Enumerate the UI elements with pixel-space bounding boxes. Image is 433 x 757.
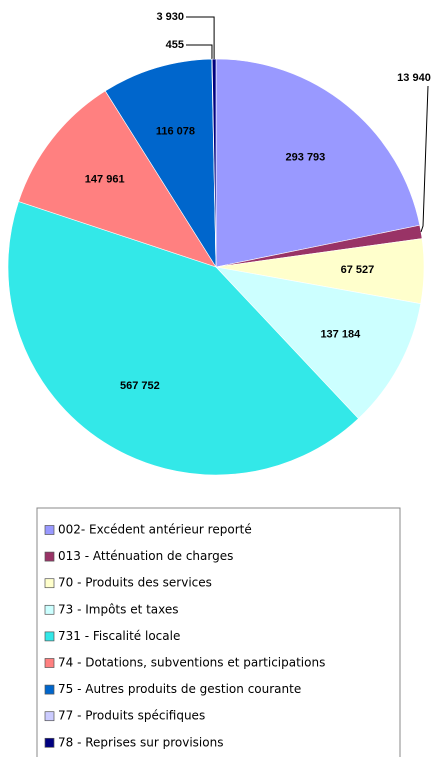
legend-label: 731 - Fiscalité locale <box>58 629 180 643</box>
data-label: 116 078 <box>156 125 195 137</box>
legend-swatch <box>44 551 55 562</box>
data-label: 567 752 <box>120 380 160 392</box>
pie-slice <box>18 90 217 268</box>
legend-swatch <box>44 684 55 695</box>
legend-label: 77 - Produits spécifiques <box>58 709 205 723</box>
data-label: 293 793 <box>286 151 326 163</box>
data-label: 3 930 <box>156 11 184 23</box>
pie-slice <box>7 201 359 476</box>
legend-label: 002- Excédent antérieur reporté <box>58 523 252 537</box>
data-label: 455 <box>166 39 184 51</box>
legend-swatch <box>44 737 55 748</box>
legend-label: 78 - Reprises sur provisions <box>58 735 223 749</box>
legend-swatch <box>44 631 55 642</box>
legend-swatch <box>44 525 55 535</box>
legend-label: 70 - Produits des services <box>58 576 212 590</box>
pie-slice <box>104 58 217 269</box>
legend-label: 013 - Atténuation de charges <box>58 549 233 563</box>
data-label: 137 184 <box>320 328 361 340</box>
legend-label: 73 - Impôts et taxes <box>58 602 179 616</box>
leader-line <box>420 85 429 233</box>
legend-box <box>36 507 401 757</box>
pie-slice <box>215 58 421 268</box>
legend-swatch <box>44 604 55 615</box>
leader-line <box>186 44 213 60</box>
data-label: 67 527 <box>341 264 375 276</box>
pie-slice <box>211 58 217 268</box>
pie-slice <box>215 266 422 420</box>
data-label: 13 940 <box>397 72 431 84</box>
legend-label: 74 - Dotations, subventions et participa… <box>58 656 325 670</box>
legend-swatch <box>44 578 55 589</box>
legend-label: 75 - Autres produits de gestion courante <box>58 682 301 696</box>
data-label: 147 961 <box>85 174 125 186</box>
legend-swatch <box>44 658 55 668</box>
legend-swatch <box>44 711 55 722</box>
leader-line <box>186 16 215 60</box>
